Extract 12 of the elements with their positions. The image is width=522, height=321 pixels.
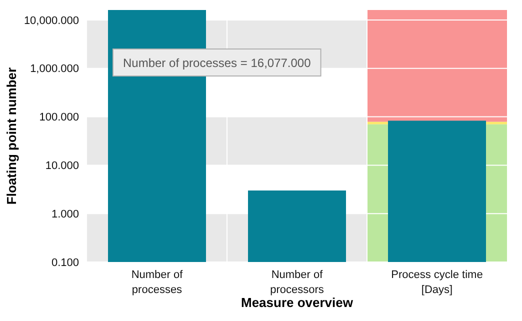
x-axis-title: Measure overview [240,295,354,310]
y-tick-label: 0.100 [51,256,79,269]
y-axis-title: Floating point number [4,67,19,205]
x-tick-label: Process cycle time [Days] [391,269,483,296]
x-tick-label: Number of processes [131,269,184,296]
x-tick-label: Number of processors [270,269,324,296]
y-tick-label: 1.000 [51,208,79,220]
y-tick-label: 100.000 [39,112,79,124]
annotation: Number of processes = 16,077.000 [123,56,312,70]
y-tick-label: 1,000.000 [30,63,79,76]
y-tick-label: 10,000.000 [24,14,79,27]
y-tick-label: 10.000 [45,160,79,172]
